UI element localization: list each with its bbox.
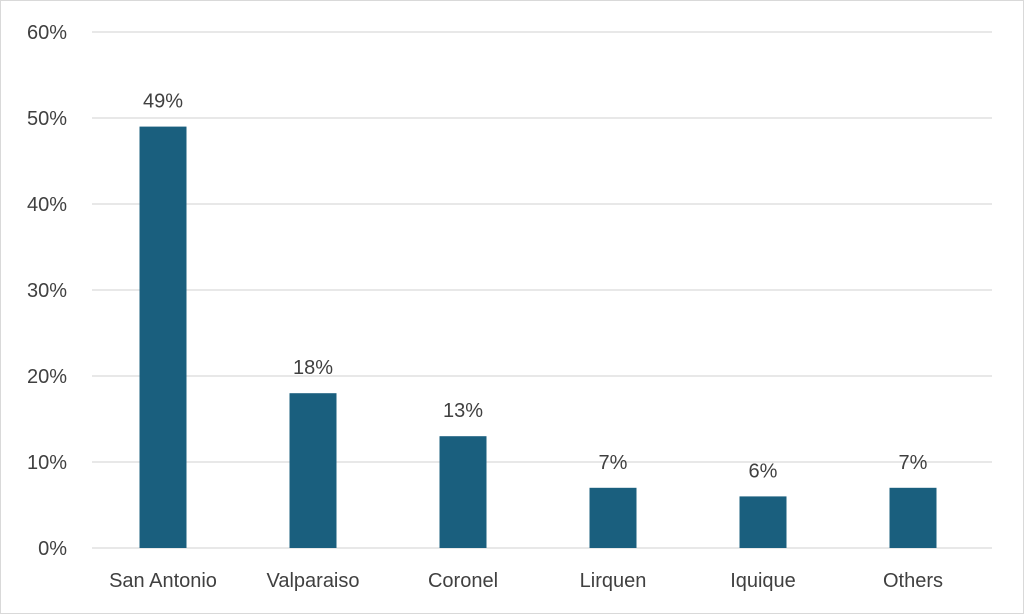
y-tick-label: 20% [27,366,67,388]
x-tick-label: Lirquen [580,570,647,592]
y-tick-label: 60% [27,22,67,44]
y-tick-label: 30% [27,280,67,302]
bar [289,393,337,548]
data-label: 18% [293,357,333,379]
x-tick-label: Valparaiso [266,570,359,592]
x-tick-label: Others [883,570,943,592]
bar [139,126,187,548]
data-label: 6% [749,460,778,482]
bar [589,487,637,548]
bar [739,496,787,548]
x-tick-label: Coronel [428,570,498,592]
x-tick-label: San Antonio [109,570,217,592]
x-tick-label: Iquique [730,570,796,592]
bar [889,487,937,548]
data-label: 7% [899,452,928,474]
y-tick-label: 50% [27,108,67,130]
y-tick-label: 0% [38,538,67,560]
data-label: 13% [443,400,483,422]
bar [439,436,487,548]
data-label: 7% [599,452,628,474]
data-label: 49% [143,91,183,113]
y-tick-label: 40% [27,194,67,216]
y-tick-label: 10% [27,452,67,474]
